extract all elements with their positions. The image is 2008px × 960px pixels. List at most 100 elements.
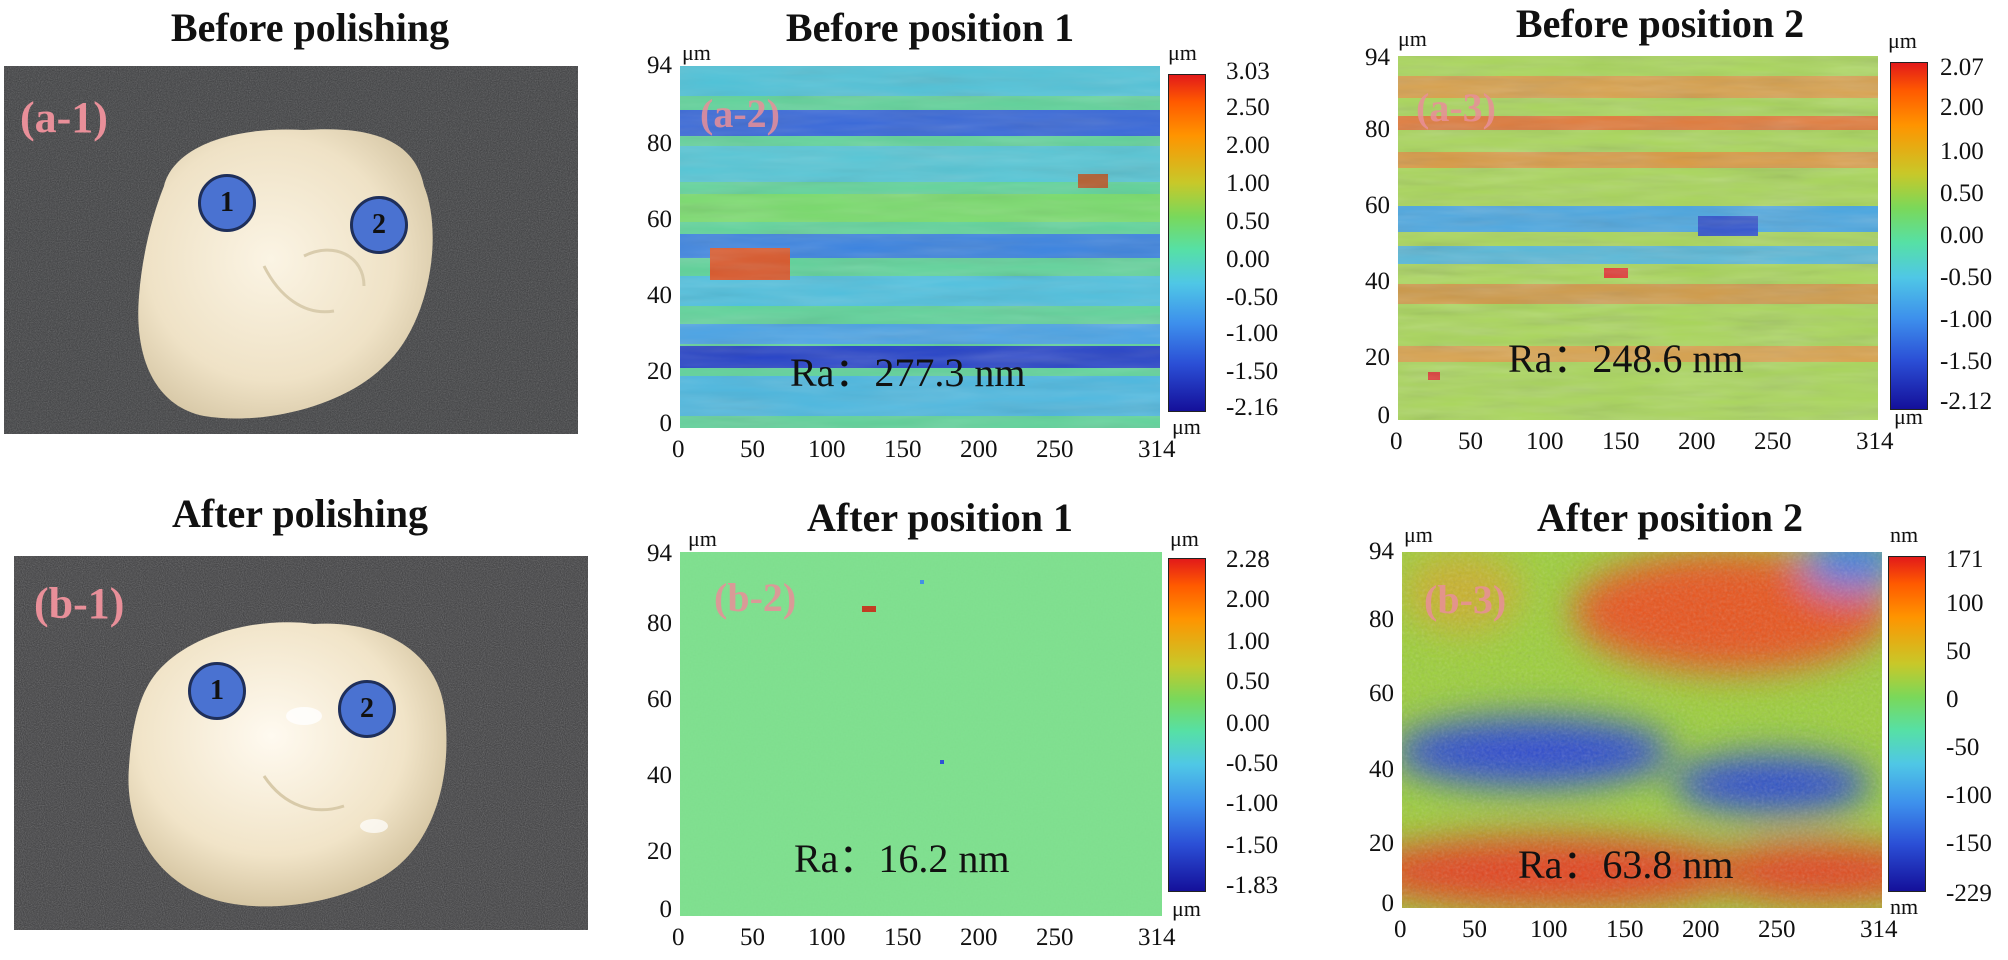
cb-tick: -100 <box>1946 782 1992 809</box>
x-tick-250: 250 <box>1758 916 1796 943</box>
surface-map-a2 <box>680 66 1160 428</box>
colorbar-unit-top-b3: nm <box>1890 522 1919 547</box>
cb-tick: 1.00 <box>1940 138 1984 165</box>
panel-label-a3: (a-3) <box>1416 85 1496 130</box>
x-tick-100: 100 <box>808 924 846 951</box>
x-tick-200: 200 <box>1682 916 1720 943</box>
surface-map-b3 <box>1352 532 1942 908</box>
roughness-a2: Ra：277.3 nm <box>790 350 1026 395</box>
cb-tick: -229 <box>1946 880 1992 907</box>
y-ticks-b2: 94 80 60 40 20 0 <box>630 540 672 926</box>
title-after-position-1: After position 1 <box>807 495 1073 540</box>
y-tick-60: 60 <box>1369 680 1394 707</box>
cb-tick: -1.50 <box>1226 832 1279 859</box>
panel-label-a1: (a-1) <box>20 93 108 142</box>
x-tick-150: 150 <box>884 436 922 463</box>
cb-tick: 171 <box>1946 546 1984 573</box>
x-tick-50: 50 <box>1458 428 1483 455</box>
surface-map-a3 <box>1398 56 1878 420</box>
x-tick-314: 314 <box>1138 436 1176 463</box>
cb-tick: 0.50 <box>1226 208 1270 235</box>
x-tick-200: 200 <box>960 436 998 463</box>
x-tick-0: 0 <box>672 436 685 463</box>
cb-tick: 2.00 <box>1940 94 1984 121</box>
cb-tick: 3.03 <box>1226 58 1270 85</box>
panel-label-a2: (a-2) <box>700 91 780 136</box>
title-after-polishing: After polishing <box>172 491 428 536</box>
y-tick-80: 80 <box>647 610 672 637</box>
position-marker-2-after: 2 <box>338 680 396 738</box>
cb-tick: 0.00 <box>1940 222 1984 249</box>
colorbar-unit-bottom-b2: μm <box>1172 896 1201 921</box>
x-tick-314: 314 <box>1860 916 1898 943</box>
y-tick-80: 80 <box>1365 116 1390 143</box>
colorbar-b3 <box>1888 556 1926 892</box>
roughness-b2: Ra：16.2 nm <box>794 836 1010 881</box>
x-tick-250: 250 <box>1036 924 1074 951</box>
y-tick-40: 40 <box>647 762 672 789</box>
y-ticks-a3: 94 80 60 40 20 0 <box>1348 44 1390 430</box>
x-tick-0: 0 <box>672 924 685 951</box>
x-ticks-a3: 0 50 100 150 200 250 314 <box>1378 428 1908 460</box>
cb-tick: -1.50 <box>1940 348 1993 375</box>
y-tick-20: 20 <box>1369 830 1394 857</box>
y-tick-94: 94 <box>647 52 672 79</box>
x-tick-100: 100 <box>1530 916 1568 943</box>
x-tick-0: 0 <box>1394 916 1407 943</box>
x-tick-250: 250 <box>1036 436 1074 463</box>
roughness-a3: Ra：248.6 nm <box>1508 336 1744 381</box>
heatmap-b3 <box>1352 532 1942 908</box>
title-before-polishing: Before polishing <box>170 5 450 50</box>
cb-tick: -0.50 <box>1226 750 1279 777</box>
axis-unit-a2: μm <box>682 40 711 65</box>
cb-tick: -0.50 <box>1940 264 1993 291</box>
y-tick-80: 80 <box>647 130 672 157</box>
x-tick-50: 50 <box>1462 916 1487 943</box>
cb-tick: -2.12 <box>1940 388 1993 415</box>
axis-unit-a3: μm <box>1398 26 1427 51</box>
cb-tick: -1.00 <box>1226 320 1279 347</box>
y-tick-20: 20 <box>647 838 672 865</box>
photo-before-polishing <box>4 66 578 434</box>
cb-tick: -50 <box>1946 734 1980 761</box>
heatmap-b2 <box>680 552 1162 916</box>
x-tick-150: 150 <box>884 924 922 951</box>
x-tick-50: 50 <box>740 436 765 463</box>
x-tick-0: 0 <box>1390 428 1403 455</box>
colorbar-a2 <box>1168 74 1206 412</box>
title-before-position-2: Before position 2 <box>1515 1 1805 46</box>
x-tick-250: 250 <box>1754 428 1792 455</box>
y-tick-0: 0 <box>659 410 673 437</box>
cb-tick: -1.50 <box>1226 358 1279 385</box>
heatmap-a2 <box>680 66 1160 428</box>
position-marker-1: 1 <box>198 174 256 232</box>
cb-tick: 1.00 <box>1226 628 1270 655</box>
cb-tick: 0.50 <box>1226 668 1270 695</box>
y-tick-20: 20 <box>647 358 672 385</box>
cb-tick: 0.50 <box>1940 180 1984 207</box>
cb-tick: -150 <box>1946 830 1992 857</box>
y-tick-94: 94 <box>1369 538 1394 565</box>
x-ticks-b3: 0 50 100 150 200 250 314 <box>1382 916 1912 948</box>
cb-tick: 0.00 <box>1226 710 1270 737</box>
y-tick-60: 60 <box>1365 192 1390 219</box>
cb-tick: -1.00 <box>1226 790 1279 817</box>
axis-unit-b2: μm <box>688 526 717 551</box>
x-tick-314: 314 <box>1856 428 1894 455</box>
cb-tick: -1.83 <box>1226 872 1279 899</box>
colorbar-b2 <box>1168 558 1206 892</box>
cb-tick: 2.50 <box>1226 94 1270 121</box>
y-tick-40: 40 <box>647 282 672 309</box>
y-tick-0: 0 <box>1377 402 1391 429</box>
y-tick-60: 60 <box>647 206 672 233</box>
panel-label-b2: (b-2) <box>714 575 797 620</box>
cb-tick: 2.07 <box>1940 54 1984 81</box>
colorbar-unit-top-a2: μm <box>1168 40 1197 65</box>
tooth-photo-before <box>4 66 578 434</box>
x-tick-100: 100 <box>1526 428 1564 455</box>
position-marker-2: 2 <box>350 196 408 254</box>
heatmap-a3 <box>1398 56 1878 420</box>
colorbar-unit-bottom-a2: μm <box>1172 414 1201 439</box>
colorbar-unit-top-a3: μm <box>1888 28 1917 53</box>
cb-tick: 0.00 <box>1226 246 1270 273</box>
